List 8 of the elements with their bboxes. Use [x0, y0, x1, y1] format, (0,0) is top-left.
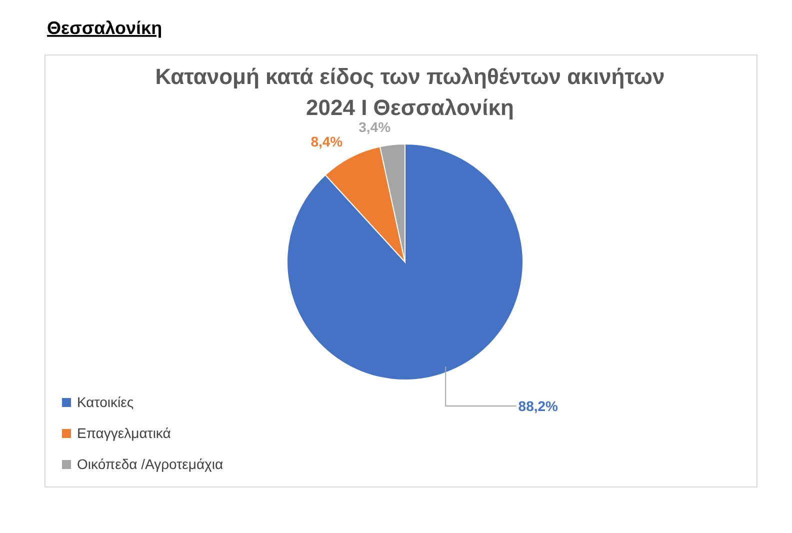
data-label: 3,4%: [358, 119, 392, 136]
legend-label: Κατοικίες: [77, 394, 134, 410]
data-label: 8,4%: [310, 133, 344, 150]
legend-label: Επαγγελματικά: [77, 425, 171, 441]
legend-label: Οικόπεδα /Αγροτεμάχια: [77, 456, 224, 472]
chart-title: Κατανομή κατά είδος των πωληθέντων ακινήτων 2024 Ι Θεσσαλονίκη: [155, 64, 665, 120]
text: Θεσσαλονίκη: [47, 18, 162, 38]
data-label: 88,2%: [518, 398, 559, 414]
